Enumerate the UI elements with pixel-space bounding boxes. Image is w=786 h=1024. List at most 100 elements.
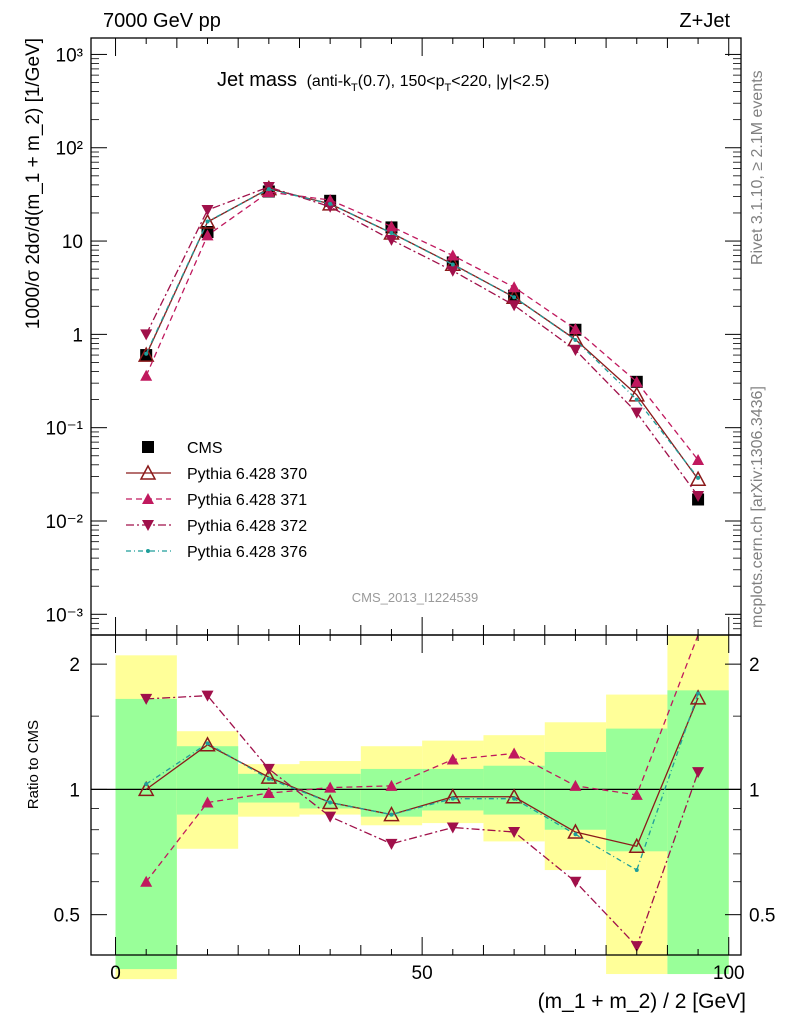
ratio-point-p370: [505, 788, 523, 804]
ratio-point-p370: [321, 793, 339, 810]
site-label: mcplots.cern.ch [arXiv:1306.3436]: [749, 386, 766, 628]
ratio-point-p376: [634, 868, 639, 873]
ratio-point-p370: [689, 689, 707, 705]
plot-title-cuts-3: <220, |y|<2.5): [451, 73, 549, 90]
axes-layer: 10³ 10² 10 1 10⁻¹ 10⁻² 10⁻³ 2 2 1 1 0.5 0.5 0 50 100: [46, 37, 775, 984]
ratio-point-p371: [385, 779, 398, 791]
legend-label-cms: CMS: [187, 440, 223, 457]
band-inner: [115, 698, 177, 970]
main-point-p376: [328, 201, 333, 206]
ratio-point-p371: [262, 787, 275, 799]
ratio-point-p376: [328, 800, 333, 805]
main-line-p376: [145, 188, 699, 479]
ratio-point-p372: [630, 941, 643, 953]
main-point-p376: [696, 475, 701, 480]
main-point-p370: [689, 470, 707, 487]
main-ytick-label: 10⁻²: [46, 512, 84, 533]
main-ytick-label: 1: [72, 325, 83, 346]
ratio-point-p372: [385, 838, 398, 850]
main-point-p376: [205, 219, 210, 224]
ratio-point-p372: [692, 767, 705, 779]
main-point-p372: [140, 329, 153, 341]
main-point-p370: [137, 346, 155, 362]
ratio-point-p376: [205, 741, 210, 746]
main-point-p371: [385, 220, 398, 232]
legend-label-p372: Pythia 6.428 372: [187, 518, 307, 535]
rivet-label: Rivet 3.1.10, ≥ 2.1M events: [749, 70, 766, 265]
series-layer: [137, 180, 707, 953]
xtick-label: 50: [412, 963, 433, 984]
ratio-point-p370: [137, 780, 155, 797]
main-ylabel: 1000/σ 2dσ/d(m_1 + m_2) [1/GeV]: [23, 38, 44, 329]
ratio-point-p376: [144, 782, 149, 787]
main-point-p371: [508, 281, 521, 293]
main-point-p376: [573, 338, 578, 343]
legend-marker-cms: [142, 441, 154, 453]
ratio-point-p371: [201, 796, 214, 808]
main-point-p372: [446, 265, 459, 277]
main-point-p376: [450, 262, 455, 267]
ratio-point-p372: [140, 693, 153, 705]
legend-marker-p371: [142, 493, 154, 504]
ratio-point-p370: [199, 736, 216, 752]
x-axis-label: (m_1 + m_2) / 2 [GeV]: [538, 990, 746, 1013]
plot-title-cuts-sub-2: T: [445, 82, 452, 94]
main-line-p370: [145, 187, 699, 480]
main-point-p376: [512, 295, 517, 300]
main-point-p372: [385, 234, 398, 246]
main-point-p371: [446, 249, 459, 261]
main-point-p371: [630, 375, 643, 387]
ratio-point-p376: [573, 832, 578, 837]
ratio-point-p372: [446, 822, 459, 834]
ratio-point-p372: [508, 827, 521, 839]
ratio-point-p372: [569, 876, 582, 888]
xtick-label: 100: [713, 963, 745, 984]
main-point-p372: [508, 300, 521, 312]
ratio-point-p371: [569, 779, 582, 791]
main-ytick-label: 10²: [56, 139, 83, 160]
ratio-ytick-label-right: 2: [749, 655, 760, 676]
main-point-p372: [692, 491, 705, 503]
ratio-ytick-label-right: 0.5: [749, 906, 775, 927]
legend-marker-p372: [142, 520, 154, 531]
main-point-p376: [389, 230, 394, 235]
ratio-point-p370: [444, 788, 462, 804]
main-point-p376: [634, 397, 639, 402]
plot-title-cuts-2: (0.7), 150<p: [358, 73, 445, 90]
ratio-point-p371: [630, 788, 643, 800]
band-inner: [360, 768, 423, 817]
main-point-p370: [199, 213, 216, 229]
ratio-point-p372: [201, 690, 214, 702]
main-point-p371: [201, 229, 214, 241]
main-point-p371: [692, 454, 705, 466]
main-point-p376: [266, 187, 271, 192]
ratio-line-p371: [145, 634, 699, 883]
main-point-p371: [569, 323, 582, 335]
legend-label-p376: Pythia 6.428 376: [187, 544, 307, 561]
ratio-ytick-label: 2: [69, 655, 80, 676]
ratio-point-p371: [508, 747, 521, 759]
ratio-line-p372: [146, 694, 699, 948]
plot-title-cuts-sub-1: T: [351, 82, 358, 94]
main-ytick-label: 10³: [56, 45, 83, 66]
xtick-label: 0: [110, 963, 121, 984]
main-ytick-label: 10: [62, 232, 83, 253]
ratio-point-p376: [512, 796, 517, 801]
legend-marker-p370: [139, 464, 157, 480]
ratio-point-p372: [324, 811, 337, 823]
main-point-p372: [201, 205, 214, 217]
ratio-point-p376: [450, 796, 455, 801]
band-inner: [544, 751, 607, 830]
process-label: Z+Jet: [679, 10, 730, 32]
ratio-point-p371: [140, 875, 153, 887]
legend-label-p370: Pythia 6.428 370: [187, 466, 307, 483]
plot-title: Jet mass (anti-kT(0.7), 150<pT<220, |y|<…: [217, 69, 549, 94]
ratio-point-p376: [266, 776, 271, 781]
legend-label-p371: Pythia 6.428 371: [187, 492, 307, 509]
main-line-p371: [145, 191, 699, 461]
analysis-id: CMS_2013_I1224539: [352, 590, 479, 605]
legend-marker-p376: [146, 549, 150, 553]
main-ytick-label: 10⁻¹: [46, 419, 84, 440]
plot-title-main: Jet mass: [217, 69, 297, 91]
